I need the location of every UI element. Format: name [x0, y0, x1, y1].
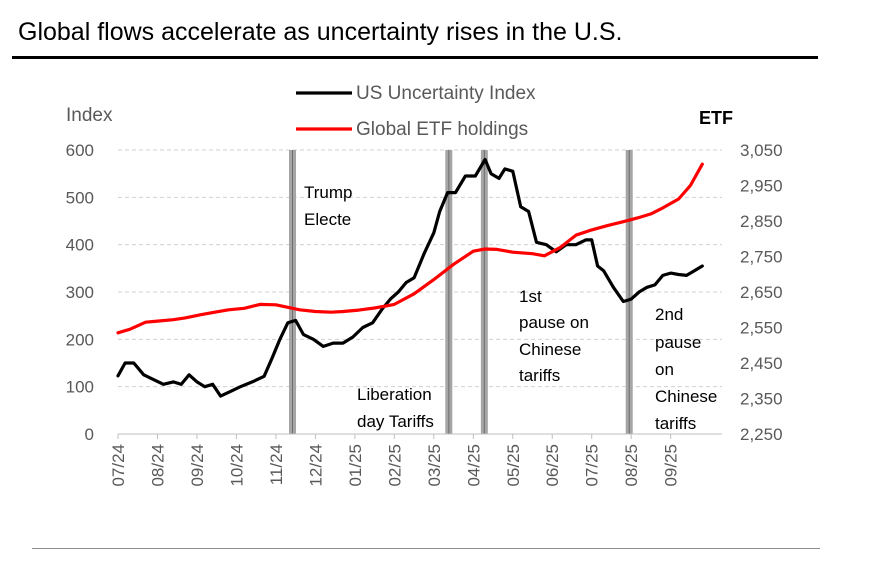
annotation-line: pause	[655, 333, 701, 352]
annotation-line: pause on	[519, 313, 589, 332]
x-tick-label: 12/24	[306, 444, 325, 487]
x-tick-label: 03/25	[425, 444, 444, 487]
x-tick-label: 04/25	[464, 444, 483, 487]
y-left-tick-label: 300	[66, 283, 94, 302]
annotation-line: day Tariffs	[357, 412, 434, 431]
x-tick-label: 08/24	[148, 444, 167, 487]
annotation-line: 1st	[519, 287, 542, 306]
x-tick-label: 07/24	[109, 444, 128, 487]
x-tick-label: 11/24	[267, 444, 286, 485]
legend-label-uncertainty: US Uncertainty Index	[356, 83, 536, 104]
x-tick-label: 01/25	[346, 444, 365, 487]
annotation-line: Trump	[304, 183, 353, 202]
x-tick-label: 05/25	[504, 444, 523, 487]
title-rule	[12, 56, 818, 59]
y-left-tick-label: 400	[66, 236, 94, 255]
series-line-uncertainty-index	[116, 157, 704, 398]
annotation-line: Electe	[304, 210, 351, 229]
annotation-line: Liberation	[357, 385, 432, 404]
annotation-line: Chinese	[519, 340, 581, 359]
y-left-tick-label: 200	[66, 330, 94, 349]
y-right-tick-label: 2,350	[740, 390, 783, 409]
x-tick-label: 02/25	[385, 444, 404, 487]
y-left-tick-label: 0	[85, 425, 94, 444]
annotation-line: tariffs	[655, 414, 696, 433]
annotation-first-pause: 1st pause on Chinese tariffs	[519, 287, 589, 385]
x-tick-label: 08/25	[622, 444, 641, 487]
x-axis-ticks: 07/24 08/24 09/24 10/24 11/24 12/24 01/25 02/25…	[109, 434, 681, 487]
annotation-second-pause: 2nd pause on Chinese tariffs	[655, 305, 717, 433]
y-right-tick-label: 2,850	[740, 212, 783, 231]
annotation-liberation-day: Liberation day Tariffs	[357, 385, 434, 431]
annotation-trump-elected: Trump Electe	[304, 183, 353, 229]
annotation-line: Chinese	[655, 387, 717, 406]
y-right-tick-label: 2,450	[740, 354, 783, 373]
x-tick-label: 06/25	[543, 444, 562, 487]
series-lines	[116, 157, 704, 398]
bottom-rule	[32, 548, 820, 549]
y-axis-left-label: Index	[66, 105, 113, 126]
y-right-tick-label: 3,050	[740, 141, 783, 160]
legend-label-etf: Global ETF holdings	[356, 119, 528, 140]
annotation-line: 2nd	[655, 305, 683, 324]
x-tick-label: 09/24	[188, 444, 207, 487]
y-axis-right-label: ETF	[699, 108, 733, 128]
annotation-line: tariffs	[519, 366, 560, 385]
gridlines	[118, 149, 722, 388]
legend: US Uncertainty Index Global ETF holdings	[296, 83, 536, 140]
event-bars	[288, 150, 633, 434]
y-right-tick-label: 2,750	[740, 248, 783, 267]
x-tick-label: 10/24	[227, 444, 246, 487]
x-tick-label: 09/25	[662, 444, 681, 487]
chart-title: Global flows accelerate as uncertainty r…	[18, 18, 623, 46]
y-axis-left-ticks: 0 100 200 300 400 500 600	[66, 141, 94, 444]
x-tick-label: 07/25	[583, 444, 602, 487]
y-left-tick-label: 100	[66, 378, 94, 397]
annotation-line: on	[655, 360, 674, 379]
series-line-etf-holdings	[116, 162, 704, 335]
y-left-tick-label: 500	[66, 188, 94, 207]
y-right-tick-label: 2,650	[740, 283, 783, 302]
y-right-tick-label: 2,250	[740, 425, 783, 444]
y-axis-right-ticks: 2,250 2,350 2,450 2,550 2,650 2,750 2,850 2,950…	[740, 141, 783, 444]
y-left-tick-label: 600	[66, 141, 94, 160]
y-right-tick-label: 2,550	[740, 319, 783, 338]
y-right-tick-label: 2,950	[740, 177, 783, 196]
